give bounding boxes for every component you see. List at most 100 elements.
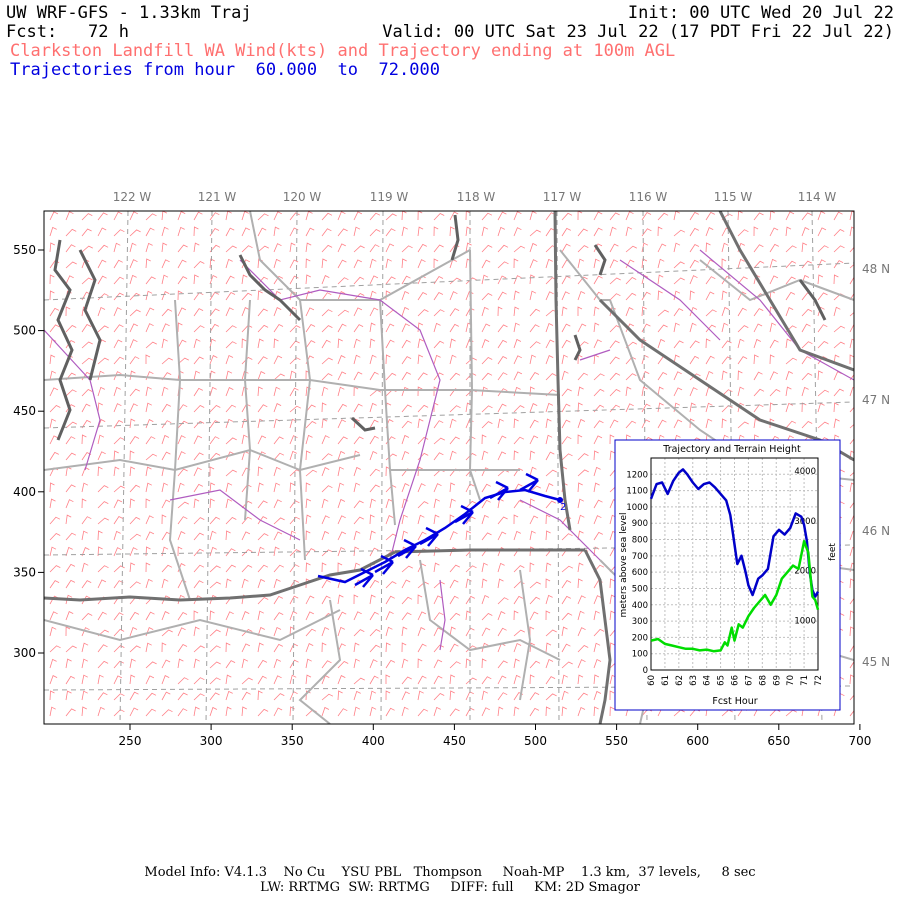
wind-barb	[321, 693, 334, 701]
wind-barb	[497, 211, 507, 221]
wind-barb	[545, 578, 551, 589]
wind-barb	[673, 387, 683, 397]
wind-barb	[177, 435, 186, 445]
wind-barb	[561, 533, 573, 541]
wind-barb	[129, 674, 136, 685]
wind-barb	[561, 643, 571, 653]
wind-barb	[369, 530, 376, 541]
wind-barb	[817, 389, 830, 397]
wind-barb	[177, 658, 184, 669]
wind-barb	[161, 482, 169, 493]
wind-barb	[513, 371, 523, 381]
wind-barb	[337, 675, 346, 685]
wind-barb	[177, 531, 186, 541]
wind-barb	[577, 674, 584, 685]
wind-barb	[65, 211, 74, 221]
inset-right-tick-label: 2000	[794, 567, 816, 577]
wind-barb	[513, 306, 520, 317]
wind-barb	[801, 386, 809, 397]
wind-barb	[337, 355, 346, 365]
wind-barb	[417, 483, 426, 493]
wind-barb	[465, 565, 477, 573]
wind-barb	[449, 291, 458, 301]
wind-barb	[401, 450, 410, 461]
wind-barb	[481, 676, 492, 685]
wind-barb	[513, 629, 525, 637]
wind-barb	[97, 565, 109, 573]
wind-barb	[81, 277, 93, 285]
wind-barb	[401, 483, 410, 493]
wind-barb	[193, 261, 205, 269]
wind-barb	[849, 246, 854, 253]
wind-barb	[177, 482, 185, 493]
wind-barb	[401, 658, 409, 669]
wind-barb	[449, 643, 459, 653]
wind-barb	[657, 290, 663, 301]
wind-barb	[529, 674, 535, 685]
wind-barb	[673, 308, 684, 317]
wind-barb	[481, 244, 493, 253]
wind-barb	[529, 562, 535, 573]
wind-barb	[177, 322, 183, 333]
wind-barb	[113, 499, 123, 509]
wind-barb	[577, 627, 586, 637]
wind-barb	[577, 610, 585, 621]
wind-barb	[65, 708, 76, 717]
inset-right-tick-label: 1000	[794, 616, 816, 626]
wind-barb	[49, 307, 60, 317]
wind-barb	[145, 642, 152, 653]
wind-barb	[625, 307, 634, 317]
wind-barb	[529, 660, 541, 669]
wind-barb	[49, 387, 59, 397]
wind-barb	[481, 514, 489, 525]
wind-barb	[785, 338, 792, 349]
wind-barb	[513, 610, 519, 621]
wind-barb	[145, 453, 158, 461]
wind-barb	[561, 370, 569, 381]
wind-barb	[497, 516, 508, 525]
wind-barb	[353, 500, 364, 509]
wind-barb	[609, 690, 615, 701]
wind-barb	[705, 338, 711, 349]
longitude-label: 122 W	[113, 190, 152, 204]
wind-barb	[49, 533, 61, 541]
wind-barb	[721, 322, 729, 333]
y-tick-label: 350	[13, 565, 36, 579]
wind-barb	[321, 579, 331, 589]
wind-barb	[641, 242, 649, 253]
wind-barb	[769, 339, 779, 349]
wind-barb	[433, 644, 444, 653]
wind-barb	[545, 373, 557, 381]
wind-barb	[449, 211, 459, 221]
wind-barb	[145, 276, 156, 285]
wind-barb	[161, 403, 171, 413]
latitude-labels: 45 N 46 N 47 N 48 N	[862, 262, 890, 669]
wind-barb	[433, 372, 444, 381]
inset-x-tick-label: 64	[703, 675, 713, 686]
wind-barb	[209, 323, 219, 333]
wind-barb	[513, 450, 519, 461]
wind-barb	[97, 227, 107, 237]
wind-barb	[689, 306, 698, 317]
wind-barb	[209, 594, 218, 605]
wind-barb	[449, 579, 459, 589]
wind-barb	[193, 595, 202, 605]
wind-barb	[801, 308, 813, 317]
wind-barb	[385, 659, 396, 669]
wind-barb	[545, 469, 557, 477]
wind-barb	[529, 692, 540, 701]
wind-barb	[321, 706, 330, 717]
wind-barb	[193, 387, 203, 397]
wind-barb	[113, 437, 125, 445]
wind-barb	[161, 675, 170, 685]
wind-barb	[465, 595, 475, 605]
wind-barb	[289, 579, 299, 589]
wind-barb	[97, 530, 103, 541]
wind-barb	[257, 675, 267, 685]
wind-barb	[161, 499, 171, 509]
wind-barb	[241, 516, 252, 525]
wind-barb	[209, 482, 216, 493]
wind-barb	[113, 211, 123, 221]
wind-barb	[225, 227, 235, 237]
wind-barb	[113, 324, 124, 333]
